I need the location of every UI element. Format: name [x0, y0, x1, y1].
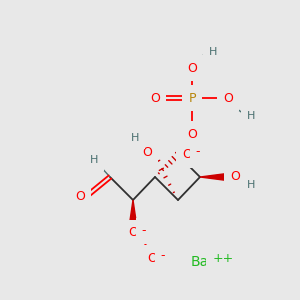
Text: H: H [131, 133, 139, 143]
Text: O: O [187, 61, 197, 74]
Text: O: O [142, 146, 152, 158]
Text: ++: ++ [212, 253, 234, 266]
Text: -: - [196, 146, 200, 158]
Polygon shape [130, 200, 136, 224]
Text: Ba: Ba [191, 255, 209, 269]
Text: -: - [161, 250, 165, 262]
Text: H: H [247, 180, 255, 190]
Text: -: - [142, 224, 146, 238]
Text: O: O [75, 190, 85, 203]
Text: O: O [147, 251, 157, 265]
Text: O: O [182, 148, 192, 161]
Text: O: O [223, 92, 233, 104]
Polygon shape [200, 173, 227, 181]
Text: O: O [187, 128, 197, 140]
Text: O: O [230, 170, 240, 184]
Text: H: H [247, 111, 255, 121]
Text: H: H [209, 47, 217, 57]
Text: H: H [90, 155, 98, 165]
Text: O: O [150, 92, 160, 104]
Text: O: O [128, 226, 138, 239]
Text: P: P [188, 92, 196, 104]
